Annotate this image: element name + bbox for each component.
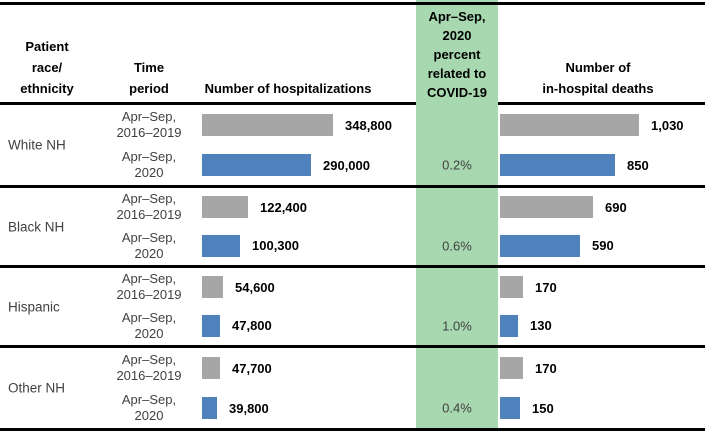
race-label: White NH [8, 137, 66, 153]
covid-percent-value: 0.2% [442, 157, 472, 173]
time-period-label: Apr–Sep, 2020 [121, 309, 177, 341]
hospitalizations-bar [202, 154, 311, 176]
hospitalizations-bar-group: 47,700 [202, 357, 272, 379]
race-label: Black NH [8, 219, 65, 234]
hospitalizations-bar-group: 39,800 [202, 397, 269, 419]
period-row-2016-2019: Apr–Sep, 2016–2019 348,800 1,030 [0, 105, 705, 145]
covid-percent-value: 0.4% [442, 400, 472, 416]
covid-column-band [416, 0, 498, 431]
deaths-bar-group: 690 [500, 196, 627, 219]
period-row-2020: Apr–Sep, 2020 39,800 0.4% 150 [0, 388, 705, 428]
deaths-bar [500, 234, 580, 257]
section-divider-line [0, 345, 705, 348]
time-period-label: Apr–Sep, 2020 [121, 149, 177, 180]
hospitalizations-bar-group: 290,000 [202, 154, 370, 176]
deaths-value: 130 [530, 318, 552, 334]
hospitalizations-value: 122,400 [260, 199, 307, 215]
period-row-2020: Apr–Sep, 2020 290,000 0.2% 850 [0, 145, 705, 185]
hospitalizations-bar [202, 196, 248, 219]
period-row-2016-2019: Apr–Sep, 2016–2019 47,700 170 [0, 348, 705, 388]
header-number-of-hospitalizations: Number of hospitalizations [204, 81, 372, 96]
hospitalizations-bar-group: 348,800 [202, 114, 392, 136]
hospitalizations-bar-group: 100,300 [202, 234, 299, 257]
hospitalizations-value: 47,700 [232, 360, 272, 376]
header-divider-line-right [498, 102, 705, 105]
time-period-label: Apr–Sep, 2020 [121, 229, 177, 261]
hospitalizations-bar-group: 54,600 [202, 276, 275, 299]
time-period-label: Apr–Sep, 2016–2019 [116, 109, 182, 140]
header-divider-line-left [0, 102, 416, 105]
hospitalizations-value: 47,800 [232, 318, 272, 334]
header-time-period: Time period [129, 60, 169, 96]
hospitalizations-bar [202, 314, 220, 337]
hospitalizations-value: 100,300 [252, 238, 299, 254]
hospitalizations-bar-group: 122,400 [202, 196, 307, 219]
deaths-bar-group: 130 [500, 314, 552, 337]
race-group-white-nh: White NH Apr–Sep, 2016–2019 348,800 1,03… [0, 105, 705, 185]
deaths-bar [500, 154, 615, 176]
hospitalizations-bar [202, 276, 223, 299]
period-row-2016-2019: Apr–Sep, 2016–2019 54,600 170 [0, 268, 705, 307]
deaths-bar [500, 114, 639, 136]
race-label: Other NH [8, 380, 66, 396]
hospitalizations-value: 39,800 [229, 400, 269, 416]
bottom-border-line [0, 428, 705, 431]
race-group-hispanic: Hispanic Apr–Sep, 2016–2019 54,600 170 A… [0, 268, 705, 345]
covid-percent-value: 0.6% [442, 238, 472, 254]
top-border-line [0, 2, 705, 5]
time-period-label: Apr–Sep, 2016–2019 [116, 271, 182, 303]
time-period-label: Apr–Sep, 2016–2019 [116, 191, 182, 223]
header-patient-race-ethnicity: Patient race/ ethnicity [20, 39, 74, 96]
hospitalizations-bar-group: 47,800 [202, 314, 272, 337]
deaths-bar-group: 590 [500, 234, 614, 257]
deaths-bar-group: 170 [500, 357, 557, 379]
race-group-black-nh: Black NH Apr–Sep, 2016–2019 122,400 690 … [0, 188, 705, 265]
deaths-bar-group: 1,030 [500, 114, 684, 136]
hospitalizations-bar [202, 357, 220, 379]
deaths-bar [500, 357, 523, 379]
time-period-label: Apr–Sep, 2020 [121, 392, 177, 423]
deaths-value: 590 [592, 238, 614, 254]
deaths-value: 690 [605, 199, 627, 215]
section-divider-line [0, 185, 705, 188]
deaths-bar [500, 314, 518, 337]
period-row-2016-2019: Apr–Sep, 2016–2019 122,400 690 [0, 188, 705, 227]
deaths-value: 150 [532, 400, 554, 416]
hospitalizations-value: 290,000 [323, 157, 370, 173]
deaths-value: 170 [535, 279, 557, 295]
deaths-bar-group: 150 [500, 397, 554, 419]
time-period-label: Apr–Sep, 2016–2019 [116, 352, 182, 383]
deaths-bar [500, 397, 520, 419]
section-divider-line [0, 265, 705, 268]
hospitalizations-bar [202, 397, 217, 419]
covid-percent-value: 1.0% [442, 318, 472, 334]
deaths-bar-group: 170 [500, 276, 557, 299]
header-covid-percent: Apr–Sep, 2020 percent related to COVID-1… [427, 9, 487, 100]
deaths-bar [500, 196, 593, 219]
race-label: Hispanic [8, 299, 60, 314]
hospitalizations-bar [202, 114, 333, 136]
hospitalizations-bar [202, 234, 240, 257]
deaths-value: 850 [627, 157, 649, 173]
deaths-bar [500, 276, 523, 299]
deaths-value: 1,030 [651, 117, 684, 133]
hospitalizations-value: 54,600 [235, 279, 275, 295]
period-row-2020: Apr–Sep, 2020 47,800 1.0% 130 [0, 307, 705, 346]
race-group-other-nh: Other NH Apr–Sep, 2016–2019 47,700 170 A… [0, 348, 705, 428]
deaths-value: 170 [535, 360, 557, 376]
hospitalizations-value: 348,800 [345, 117, 392, 133]
period-row-2020: Apr–Sep, 2020 100,300 0.6% 590 [0, 227, 705, 266]
deaths-bar-group: 850 [500, 154, 649, 176]
header-number-of-in-hospital-deaths: Number of in-hospital deaths [542, 60, 654, 96]
